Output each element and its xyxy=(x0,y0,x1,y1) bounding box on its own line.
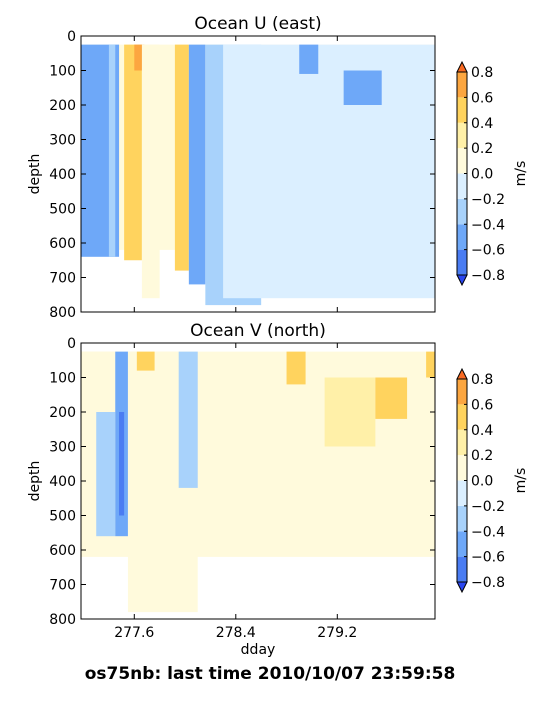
y-tick-label: 300 xyxy=(49,440,76,456)
figure: Ocean U (east) depth 0 100 200 300 400 500 600… xyxy=(27,14,529,658)
y-tick-label: 300 xyxy=(49,133,76,149)
heatmap-cell-8 xyxy=(324,377,376,447)
heatmap-cell-8 xyxy=(223,44,435,299)
y-tick-label: 100 xyxy=(49,371,76,387)
heatmap-cell-1 xyxy=(96,412,116,537)
colorbar-extend-min xyxy=(456,274,468,287)
colorbar-tick-label: 0.6 xyxy=(471,90,493,106)
colorbar-extend-max xyxy=(456,367,468,380)
heatmap-cell-7 xyxy=(286,351,306,385)
colorbar-tick-label: −0.8 xyxy=(471,575,505,591)
colorbar-tick-label: 0.4 xyxy=(471,423,493,439)
heatmap-cell-6 xyxy=(188,44,206,285)
colorbar-band xyxy=(457,249,467,275)
ocean-v-ylabel: depth xyxy=(27,461,43,502)
colorbar-extend-min xyxy=(456,581,468,594)
colorbar-band xyxy=(457,122,467,149)
y-tick-label: 700 xyxy=(49,578,76,594)
x-tick-label: 279.2 xyxy=(317,625,357,641)
y-tick-label: 500 xyxy=(49,202,76,218)
ocean-v-xlabel: dday xyxy=(241,642,276,658)
colorbar-band xyxy=(457,404,467,430)
colorbar-band xyxy=(457,224,467,250)
colorbar-tick-label: 0.2 xyxy=(471,141,493,157)
ocean-u-ylabel: depth xyxy=(27,154,43,195)
x-tick-label: 277.6 xyxy=(114,625,154,641)
colorbar-tick-label: 0.8 xyxy=(471,65,493,81)
ocean-u-colorbar: −0.8 −0.6 −0.4 −0.2 0.0 0.2 0.4 0.6 0.8 m/s xyxy=(456,60,529,287)
y-tick-label: 800 xyxy=(49,305,76,321)
colorbar-tick-label: 0.0 xyxy=(471,474,493,490)
heatmap-cell-10 xyxy=(343,70,382,105)
colorbar-tick-label: −0.4 xyxy=(471,524,505,540)
heatmap-cell-10 xyxy=(426,351,435,378)
colorbar-tick-label: −0.2 xyxy=(471,192,505,208)
ocean-u-heatmap xyxy=(81,36,435,312)
ocean-v-axes: 0 100 200 300 400 500 600 700 800 277.6 278.4 279.2 xyxy=(49,336,436,641)
heatmap-cell-3 xyxy=(134,44,145,71)
y-tick-label: 200 xyxy=(49,98,76,114)
colorbar-band xyxy=(457,198,467,225)
colorbar-tick-label: 0.2 xyxy=(471,448,493,464)
colorbar-band xyxy=(457,531,467,557)
y-tick-label: 600 xyxy=(49,543,76,559)
ocean-u-panel: Ocean U (east) depth 0 100 200 300 400 500 600… xyxy=(27,14,529,321)
footer-timestamp: os75nb: last time 2010/10/07 23:59:58 xyxy=(84,664,456,684)
colorbar-tick-label: 0.6 xyxy=(471,397,493,413)
heatmap-cell-9 xyxy=(375,377,408,419)
colorbar-band xyxy=(457,556,467,582)
colorbar-band xyxy=(457,72,467,98)
ocean-v-colorbar: −0.8 −0.6 −0.4 −0.2 0.0 0.2 0.4 0.6 0.8 m/s xyxy=(456,367,529,594)
colorbar-extend-max xyxy=(456,60,468,73)
colorbar-tick-label: −0.8 xyxy=(471,268,505,284)
colorbar-band xyxy=(457,97,467,123)
y-tick-label: 400 xyxy=(49,167,76,183)
colorbar-tick-label: 0.4 xyxy=(471,116,493,132)
ocean-v-panel: Ocean V (north) depth dday 0 100 200 300 400… xyxy=(27,321,529,658)
heatmap-cell-9 xyxy=(299,44,319,74)
y-tick-label: 100 xyxy=(49,64,76,80)
heatmap-cell-3 xyxy=(119,412,125,516)
heatmap-cell-5 xyxy=(174,44,189,271)
y-tick-label: 400 xyxy=(49,474,76,490)
y-tick-label: 600 xyxy=(49,236,76,252)
heatmap-cell-5 xyxy=(136,351,155,371)
colorbar-tick-label: −0.6 xyxy=(471,550,505,566)
ocean-v-heatmap xyxy=(81,343,435,619)
colorbar-tick-label: −0.4 xyxy=(471,217,505,233)
colorbar-band xyxy=(457,148,467,174)
colorbar-label: m/s xyxy=(513,161,529,187)
colorbar-band xyxy=(457,173,467,199)
colorbar-band xyxy=(457,429,467,456)
y-tick-label: 0 xyxy=(67,336,76,352)
colorbar-band xyxy=(457,505,467,532)
ocean-v-title: Ocean V (north) xyxy=(190,321,326,341)
colorbar-tick-label: 0.8 xyxy=(471,372,493,388)
y-tick-label: 200 xyxy=(49,405,76,421)
heatmap-cell-6 xyxy=(178,351,198,488)
heatmap-cell-1 xyxy=(108,44,116,257)
ocean-u-axes: 0 100 200 300 400 500 600 700 800 xyxy=(49,29,436,321)
colorbar-label: m/s xyxy=(513,468,529,494)
heatmap-cell-4 xyxy=(141,44,160,299)
colorbar-tick-label: −0.2 xyxy=(471,499,505,515)
colorbar-band xyxy=(457,455,467,481)
y-tick-label: 700 xyxy=(49,271,76,287)
y-tick-label: 500 xyxy=(49,509,76,525)
y-tick-label: 0 xyxy=(67,29,76,45)
ocean-u-title: Ocean U (east) xyxy=(194,14,321,34)
x-tick-label: 278.4 xyxy=(216,625,256,641)
colorbar-band xyxy=(457,480,467,506)
colorbar-tick-label: −0.6 xyxy=(471,243,505,259)
heatmap-cell-2 xyxy=(124,44,142,261)
colorbar-tick-label: 0.0 xyxy=(471,167,493,183)
y-tick-label: 800 xyxy=(49,612,76,628)
colorbar-band xyxy=(457,379,467,405)
